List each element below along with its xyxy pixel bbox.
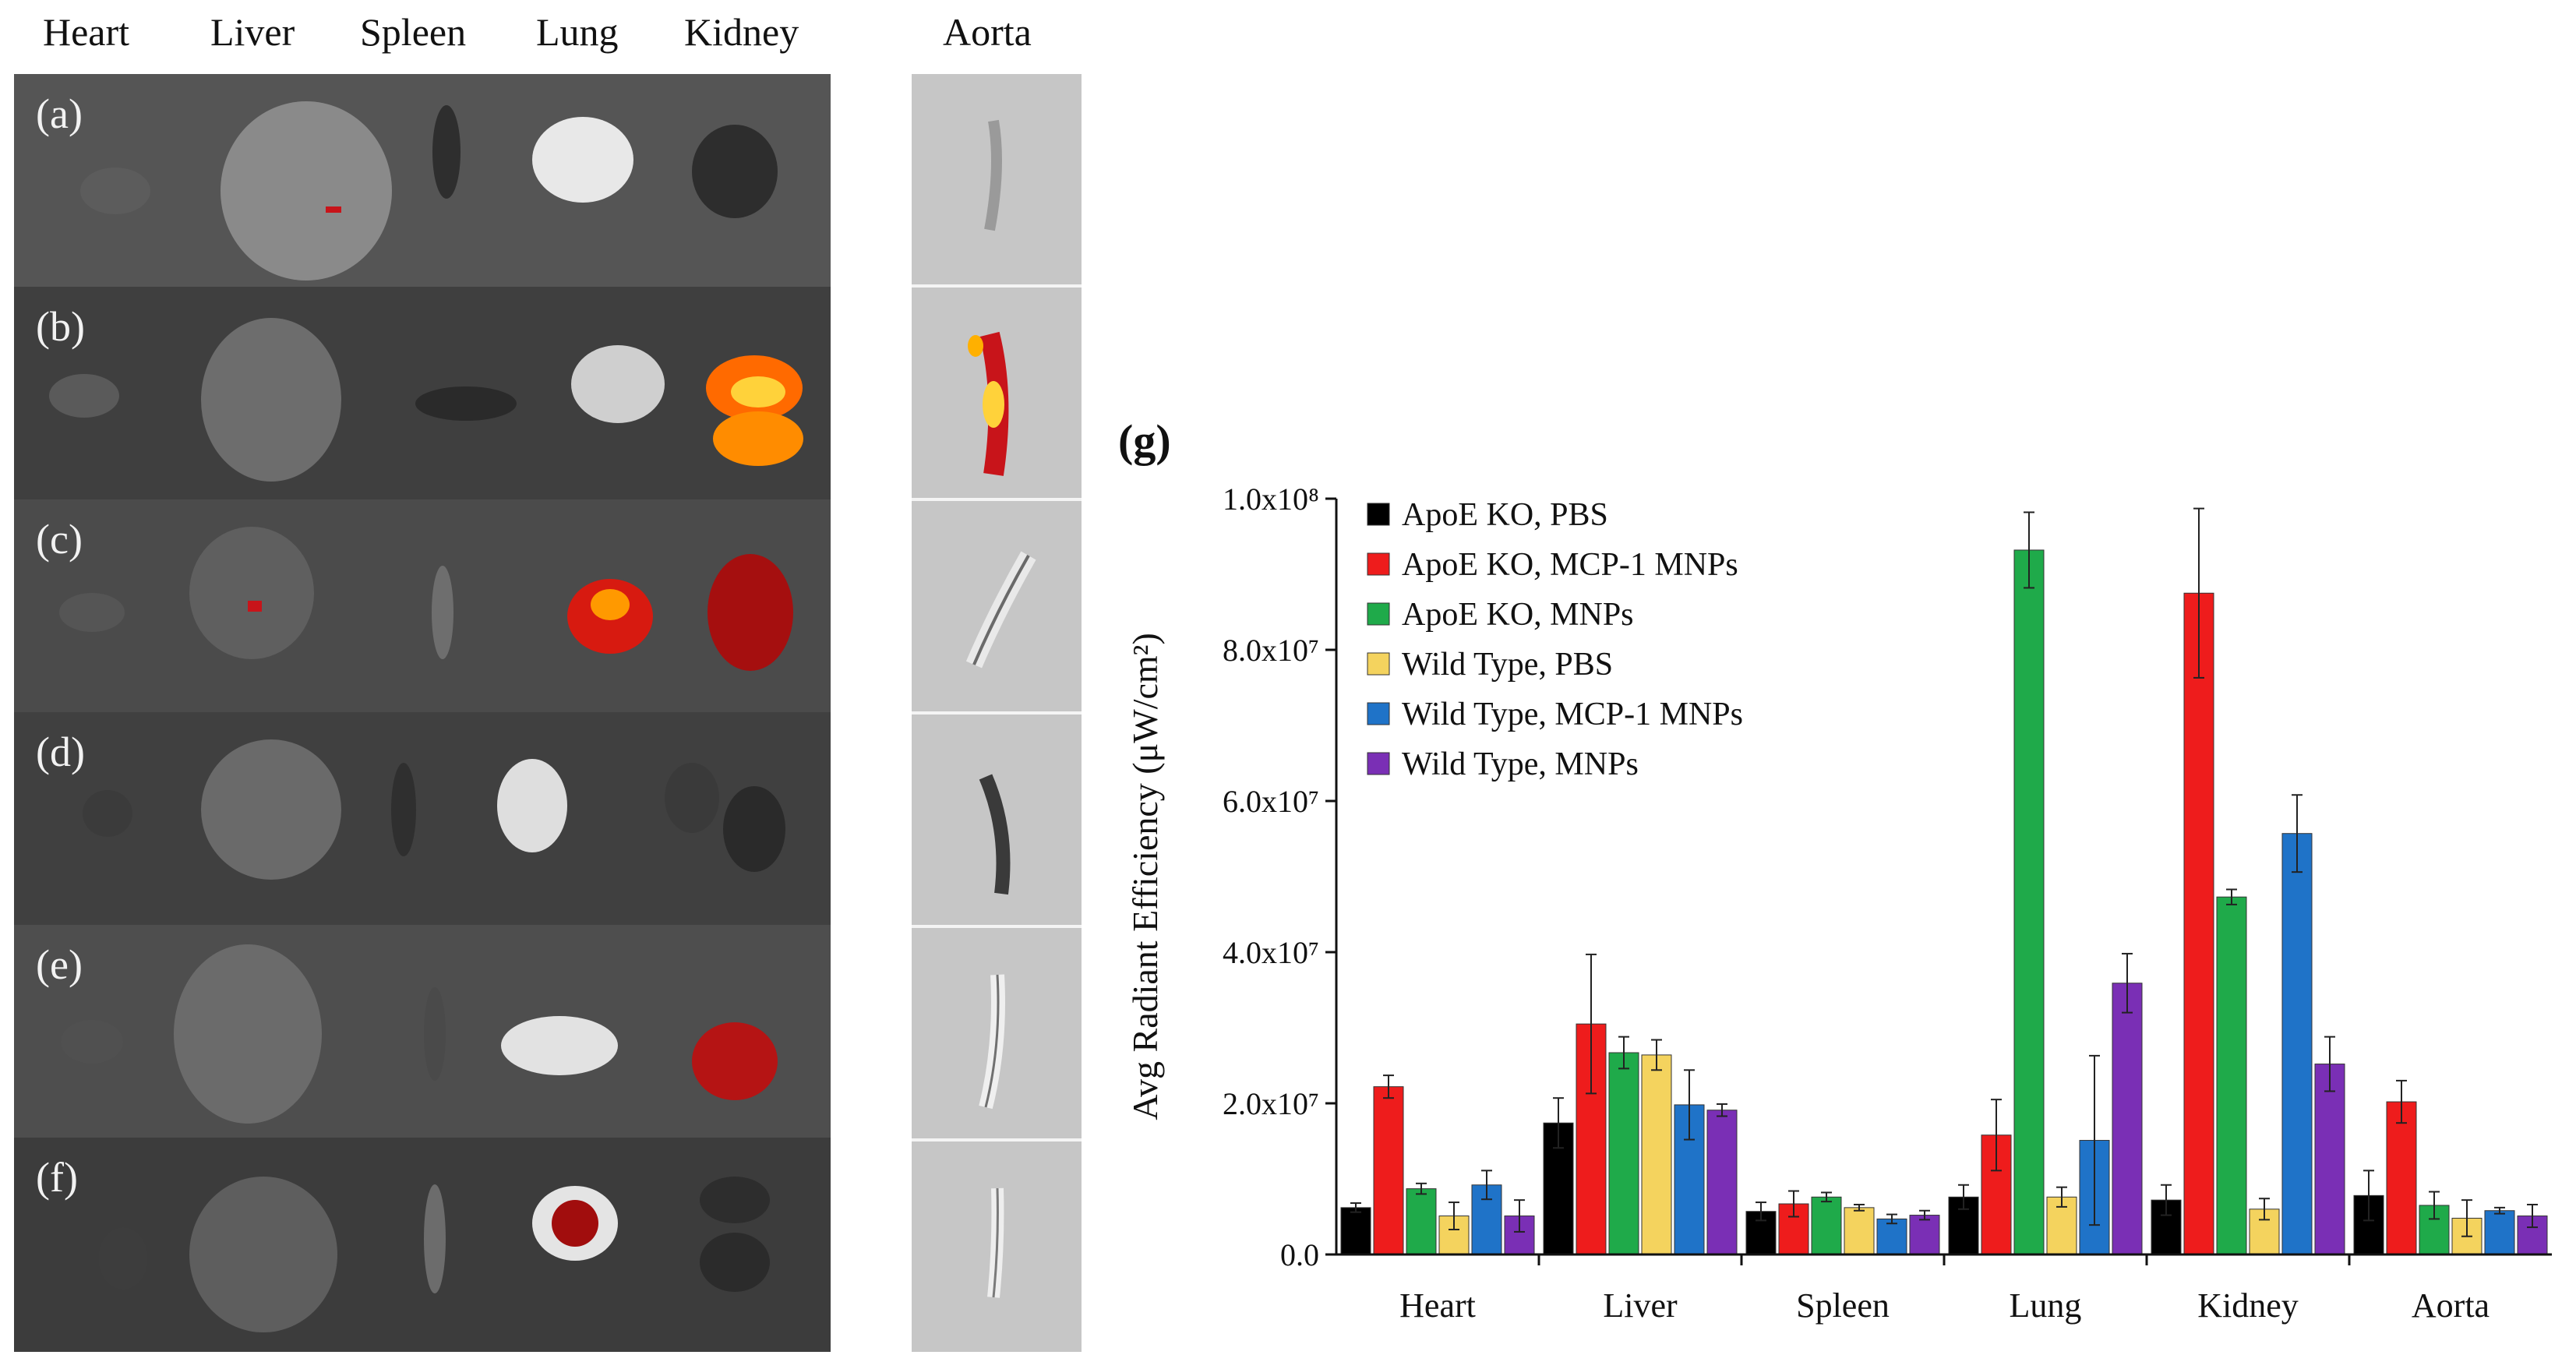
- x-tick-label: Heart: [1399, 1286, 1476, 1325]
- y-axis-ticks: 0.0 2.0x10⁷ 4.0x10⁷ 6.0x10⁷ 8.0x10⁷ 1.0x10⁸: [1223, 482, 1336, 1272]
- bar-aorta-5: [2484, 1210, 2515, 1255]
- image-row-e: (e): [14, 925, 831, 1138]
- legend-swatch: [1367, 652, 1390, 676]
- image-row-c: (c): [14, 499, 831, 712]
- bar-heart-3: [1406, 1188, 1437, 1255]
- legend-label: Wild Type, MCP-1 MNPs: [1402, 697, 1743, 732]
- legend-swatch: [1367, 503, 1390, 526]
- bar-aorta-2: [2386, 1101, 2417, 1255]
- y-tick-label: 0.0: [1280, 1237, 1319, 1272]
- y-tick-label: 6.0x10⁷: [1223, 784, 1319, 819]
- panel-letter-f: (f): [36, 1154, 78, 1201]
- organ-set-c: [59, 527, 793, 671]
- bar-liver-3: [1608, 1052, 1639, 1255]
- x-tick-label: Spleen: [1796, 1286, 1890, 1325]
- legend-label: ApoE KO, MCP-1 MNPs: [1402, 547, 1738, 583]
- legend-swatch: [1367, 752, 1390, 775]
- aorta-image-column: [912, 74, 1082, 1352]
- image-row-b: (b): [14, 287, 831, 499]
- y-tick-label: 2.0x10⁷: [1223, 1086, 1319, 1121]
- organ-fluorescence-image: (a) (b) (c): [14, 74, 831, 1352]
- legend-label: Wild Type, MNPs: [1402, 746, 1639, 782]
- bar-liver-6: [1706, 1110, 1738, 1255]
- aorta-image-b: [912, 288, 1082, 501]
- bar-spleen-3: [1811, 1196, 1842, 1255]
- y-tick-label: 8.0x10⁷: [1223, 633, 1319, 668]
- panel-letter-b: (b): [36, 303, 85, 350]
- aorta-image-d: [912, 715, 1082, 928]
- y-tick-label: 1.0x10⁸: [1223, 482, 1319, 517]
- organ-set-b: [49, 318, 803, 482]
- y-axis-title: Avg Radiant Efficiency (μW/cm²): [1125, 633, 1165, 1120]
- panel-letter-g: (g): [1118, 415, 1171, 466]
- bar-heart-1: [1340, 1207, 1371, 1255]
- y-tick-label: 4.0x10⁷: [1223, 935, 1319, 970]
- column-label-kidney: Kidney: [684, 10, 799, 54]
- radiant-efficiency-chart: (g) 0.0 2.0x10⁷ 4.0x10⁷ 6.0x10⁷ 8.0x10⁷ 1.0x1…: [1118, 415, 2552, 1325]
- bar-lung-6: [2112, 983, 2143, 1255]
- panel-letter-a: (a): [36, 90, 83, 137]
- column-label-lung: Lung: [536, 10, 619, 54]
- legend-swatch: [1367, 552, 1390, 576]
- organ-set-f: [98, 1177, 770, 1332]
- panel-letter-c: (c): [36, 516, 83, 563]
- x-tick-label: Liver: [1603, 1286, 1678, 1325]
- x-tick-label: Aorta: [2412, 1286, 2490, 1325]
- aorta-image-e: [912, 928, 1082, 1141]
- x-tick-label: Lung: [2010, 1286, 2082, 1325]
- bar-kidney-2: [2183, 592, 2214, 1255]
- bar-heart-2: [1373, 1086, 1404, 1255]
- image-row-f: (f): [14, 1138, 831, 1350]
- bar-heart-4: [1438, 1216, 1470, 1255]
- legend-label: ApoE KO, MNPs: [1402, 597, 1634, 633]
- panel-letter-d: (d): [36, 729, 85, 775]
- bar-spleen-5: [1876, 1218, 1907, 1255]
- image-row-a: (a): [14, 74, 831, 287]
- bar-spleen-4: [1844, 1207, 1875, 1255]
- aorta-image-c: [912, 501, 1082, 715]
- bar-spleen-6: [1909, 1215, 1940, 1255]
- aorta-image-a: [912, 74, 1082, 288]
- organ-set-d: [83, 739, 785, 880]
- legend-label: Wild Type, PBS: [1402, 647, 1613, 683]
- column-label-spleen: Spleen: [360, 10, 467, 54]
- column-label-heart: Heart: [43, 10, 130, 54]
- bar-liver-4: [1641, 1054, 1672, 1255]
- bar-liver-5: [1674, 1104, 1705, 1255]
- column-label-aorta: Aorta: [943, 10, 1032, 54]
- bar-kidney-6: [2314, 1064, 2345, 1255]
- aorta-image-f: [912, 1141, 1082, 1352]
- organ-set-a: [80, 101, 778, 281]
- legend-swatch: [1367, 702, 1390, 725]
- x-tick-label: Kidney: [2197, 1286, 2299, 1325]
- image-row-d: (d): [14, 712, 831, 925]
- bar-kidney-5: [2281, 833, 2313, 1255]
- panel-letter-e: (e): [36, 941, 83, 988]
- bar-kidney-3: [2216, 896, 2247, 1255]
- x-axis-labels: Heart Liver Spleen Lung Kidney Aorta: [1399, 1254, 2490, 1325]
- legend-swatch: [1367, 602, 1390, 626]
- bar-groups: [1340, 507, 2548, 1255]
- bar-lung-3: [2013, 549, 2045, 1255]
- legend: ApoE KO, PBS ApoE KO, MCP-1 MNPs ApoE KO, …: [1367, 497, 1743, 782]
- column-label-liver: Liver: [210, 10, 295, 54]
- organ-set-e: [61, 944, 778, 1124]
- legend-label: ApoE KO, PBS: [1402, 497, 1608, 533]
